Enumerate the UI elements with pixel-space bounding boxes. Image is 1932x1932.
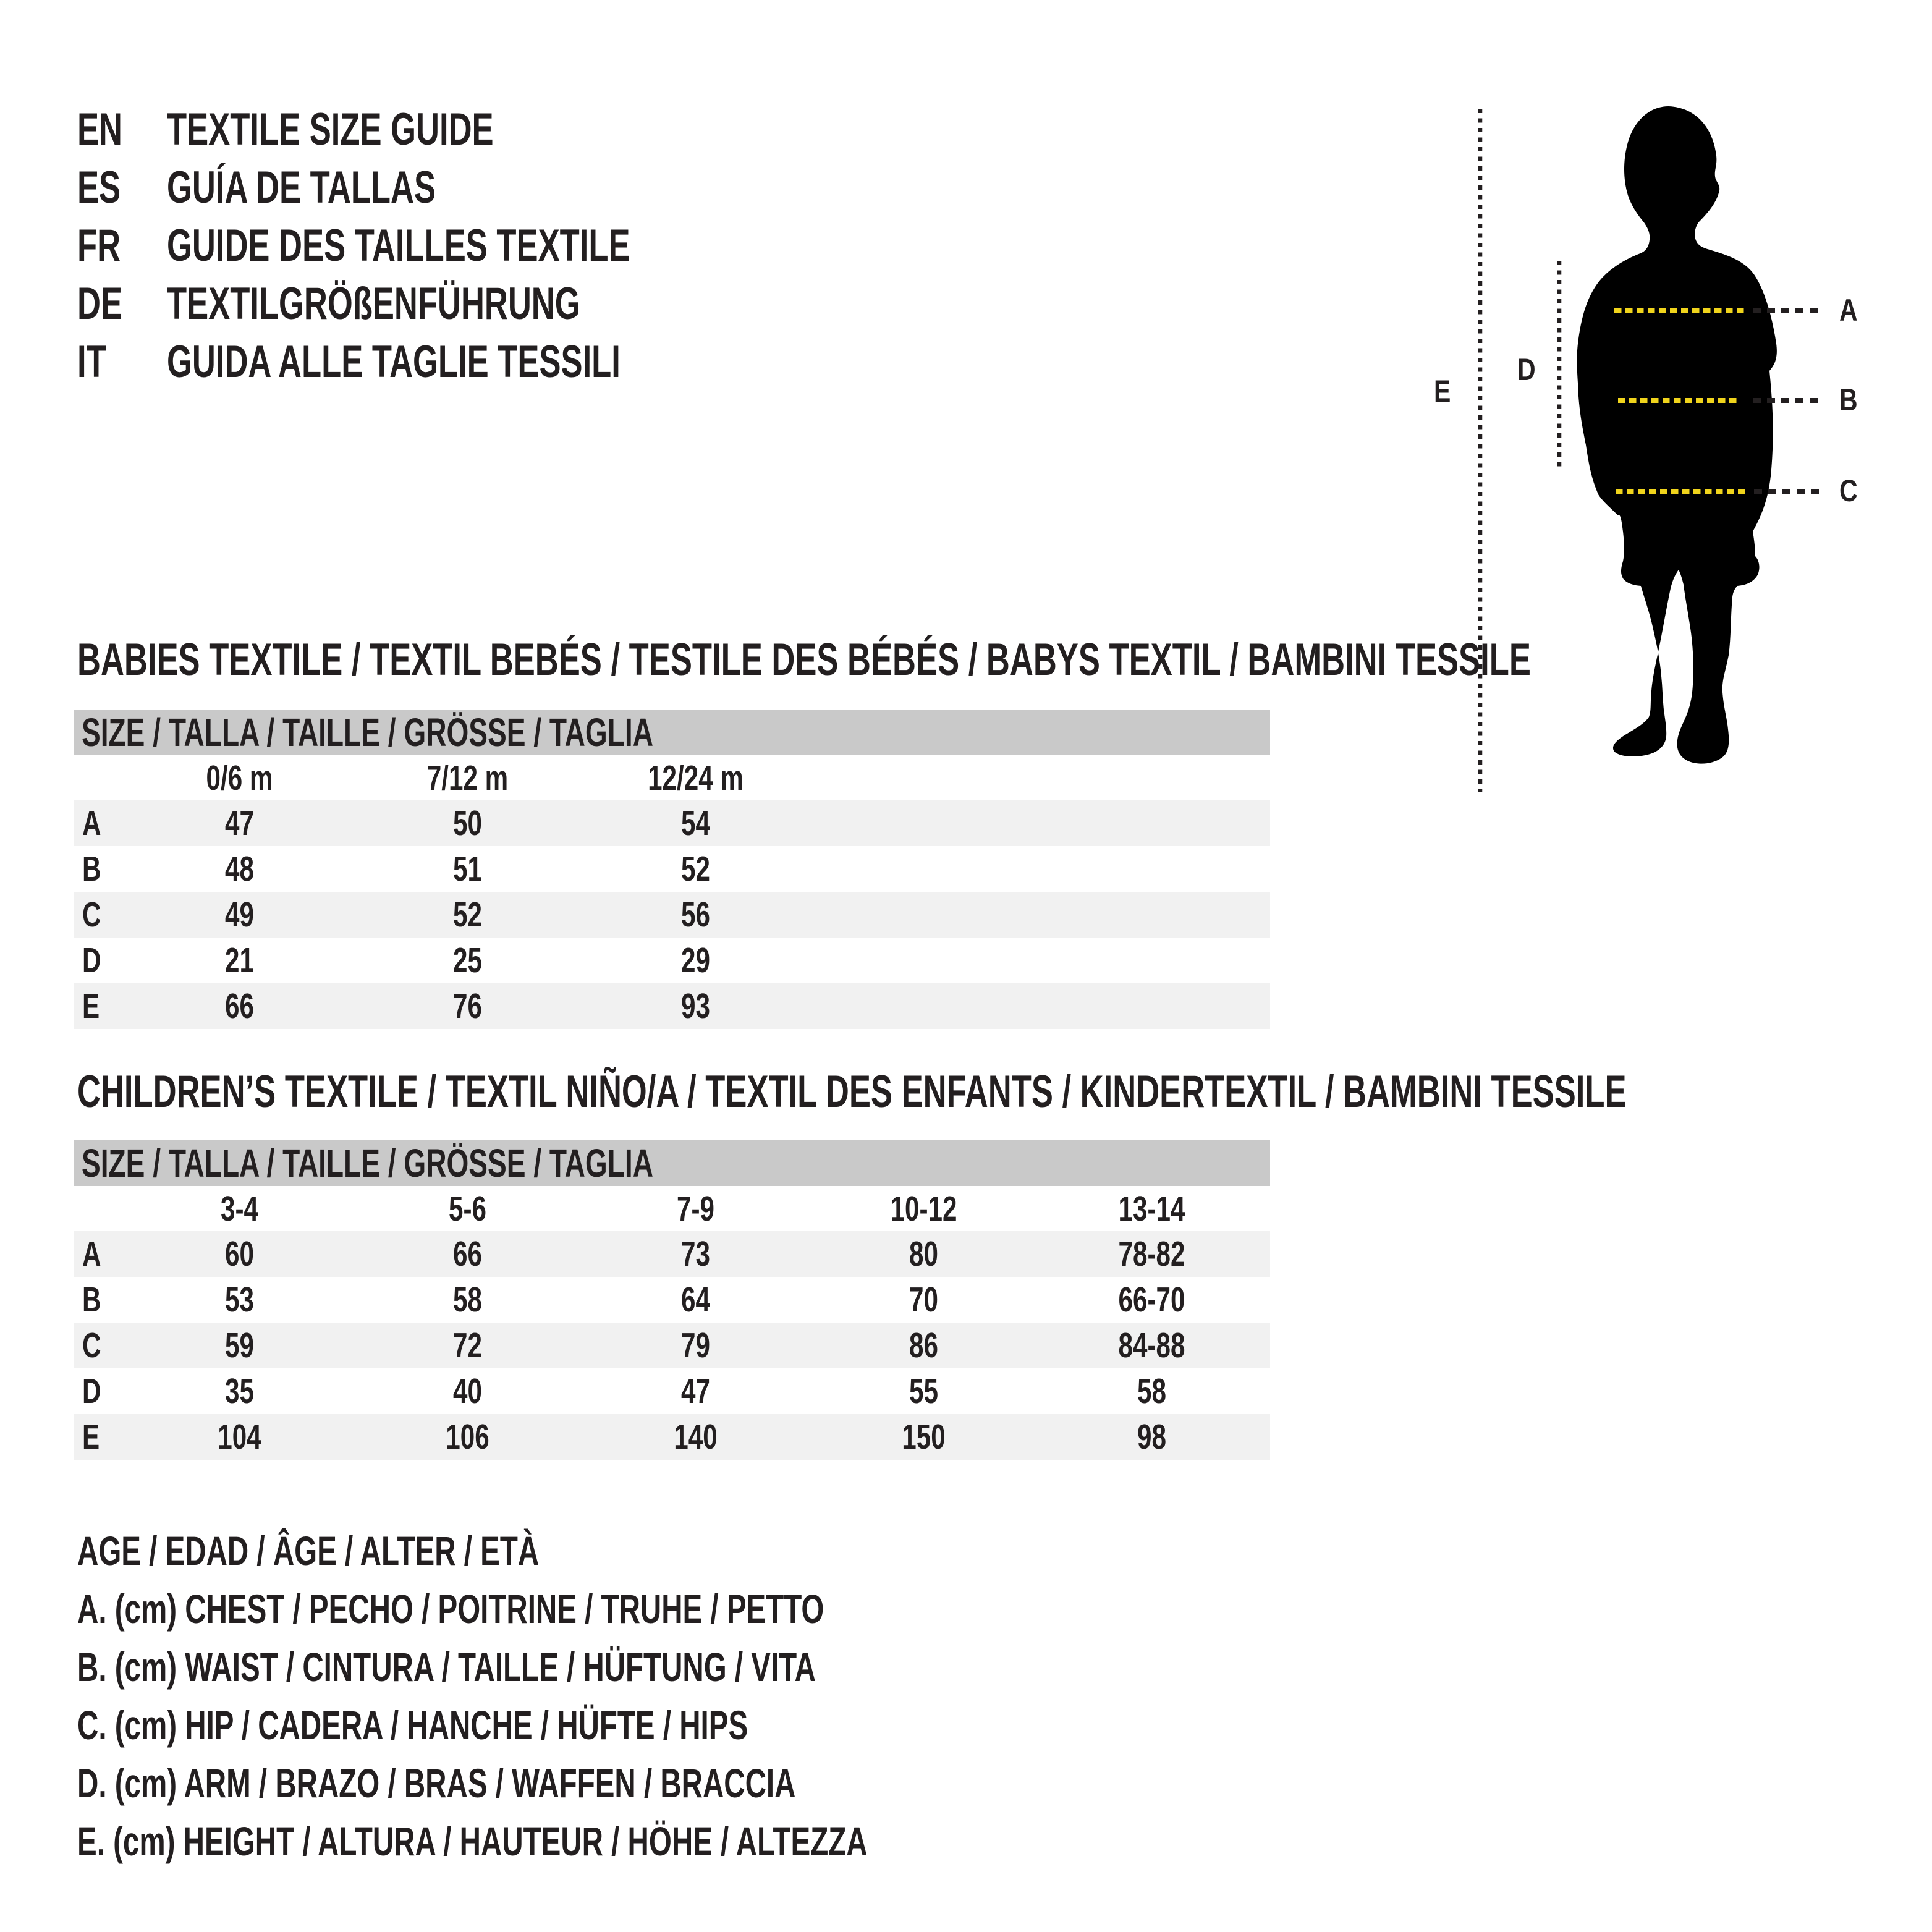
table-cell: 47 [681,1371,710,1411]
table-cell: 58 [1137,1371,1166,1411]
row-label: D [82,1371,101,1411]
column-header: 7-9 [677,1189,714,1229]
language-code: EN [77,104,123,155]
table-cell: 53 [225,1280,254,1320]
table-cell: 70 [909,1280,938,1320]
table-cell: 80 [909,1234,938,1274]
table-cell: 29 [681,941,710,980]
column-header: 3-4 [221,1189,258,1229]
table-row: C 49 52 56 [74,892,1270,938]
table-row: D 21 25 29 [74,938,1270,983]
column-header: 0/6 m [206,758,273,798]
table-cell: 79 [681,1326,710,1365]
table-row: A 47 50 54 [74,800,1270,846]
row-label: A [82,1234,101,1274]
table-row: B 53 58 64 70 66-70 [74,1277,1270,1323]
table-cell: 98 [1137,1417,1166,1457]
table-cell: 66 [225,986,254,1026]
table-cell: 47 [225,803,254,843]
table-cell: 140 [674,1417,718,1457]
table-cell: 54 [681,803,710,843]
language-title: GUIDE DES TAILLES TEXTILE [167,221,630,271]
babies-column-header-row: 0/6 m 7/12 m 12/24 m [74,755,1270,800]
table-cell: 55 [909,1371,938,1411]
language-code: IT [77,337,106,387]
row-label: A [82,803,101,843]
table-cell: 64 [681,1280,710,1320]
column-header: 13-14 [1118,1189,1185,1229]
table-row: A 60 66 73 80 78-82 [74,1231,1270,1277]
table-row: E 104 106 140 150 98 [74,1414,1270,1460]
table-cell: 21 [225,941,254,980]
row-label: E [82,986,100,1026]
table-cell: 25 [453,941,482,980]
table-cell: 60 [225,1234,254,1274]
language-title: GUÍA DE TALLAS [167,163,436,213]
waist-label: B [1839,383,1858,417]
table-cell: 73 [681,1234,710,1274]
children-section-title: CHILDREN’S TEXTILE / TEXTIL NIÑO/A / TEX… [77,1067,1627,1117]
table-row: E 66 76 93 [74,983,1270,1029]
table-cell: 56 [681,895,710,934]
language-code: FR [77,221,121,271]
babies-section-title: BABIES TEXTILE / TEXTIL BEBÉS / TESTILE … [77,635,1531,685]
row-label: E [82,1417,100,1457]
column-header: 10-12 [890,1189,957,1229]
table-cell: 52 [681,849,710,889]
table-cell: 150 [902,1417,946,1457]
legend-line: B. (cm) WAIST / CINTURA / TAILLE / HÜFTU… [77,1644,816,1690]
table-cell: 76 [453,986,482,1026]
child-silhouette-icon [1577,106,1777,764]
row-label: C [82,895,101,934]
table-cell: 66-70 [1118,1280,1185,1320]
language-code: DE [77,279,123,329]
children-size-header-bar: SIZE / TALLA / TAILLE / GRÖSSE / TAGLIA [74,1140,1270,1186]
table-cell: 86 [909,1326,938,1365]
table-cell: 78-82 [1118,1234,1185,1274]
table-cell: 52 [453,895,482,934]
language-title: TEXTILGRÖßENFÜHRUNG [167,279,580,329]
table-row: D 35 40 47 55 58 [74,1368,1270,1414]
language-title: GUIDA ALLE TAGLIE TESSILI [167,337,621,387]
column-header: 5-6 [449,1189,486,1229]
babies-size-header-bar: SIZE / TALLA / TAILLE / GRÖSSE / TAGLIA [74,710,1270,755]
row-label: B [82,1280,101,1320]
language-title: TEXTILE SIZE GUIDE [167,104,494,155]
row-label: D [82,941,101,980]
table-cell: 59 [225,1326,254,1365]
row-label: C [82,1326,101,1365]
column-header: 12/24 m [648,758,744,798]
table-row: C 59 72 79 86 84-88 [74,1323,1270,1368]
table-cell: 49 [225,895,254,934]
table-cell: 104 [218,1417,261,1457]
table-cell: 50 [453,803,482,843]
table-cell: 51 [453,849,482,889]
table-cell: 35 [225,1371,254,1411]
chest-label: A [1839,293,1858,328]
legend-line: D. (cm) ARM / BRAZO / BRAS / WAFFEN / BR… [77,1760,796,1806]
row-label: B [82,849,101,889]
measurement-figure [1478,106,1824,792]
hip-label: C [1839,473,1858,508]
table-cell: 58 [453,1280,482,1320]
measurement-legend: AGE / EDAD / ÂGE / ALTER / ETÀ A. (cm) C… [77,1522,1175,1870]
language-code: ES [77,163,121,213]
arm-label: D [1517,352,1536,387]
table-cell: 93 [681,986,710,1026]
table-cell: 48 [225,849,254,889]
children-column-header-row: 3-4 5-6 7-9 10-12 13-14 [74,1186,1270,1231]
column-header: 7/12 m [426,758,509,798]
table-cell: 66 [453,1234,482,1274]
legend-line: C. (cm) HIP / CADERA / HANCHE / HÜFTE / … [77,1702,748,1748]
table-row: B 48 51 52 [74,846,1270,892]
table-cell: 72 [453,1326,482,1365]
table-cell: 40 [453,1371,482,1411]
table-cell: 84-88 [1118,1326,1185,1365]
height-label: E [1434,374,1451,409]
table-cell: 106 [446,1417,489,1457]
legend-line: E. (cm) HEIGHT / ALTURA / HAUTEUR / HÖHE… [77,1818,868,1864]
legend-line: A. (cm) CHEST / PECHO / POITRINE / TRUHE… [77,1586,824,1632]
legend-line: AGE / EDAD / ÂGE / ALTER / ETÀ [77,1528,540,1574]
